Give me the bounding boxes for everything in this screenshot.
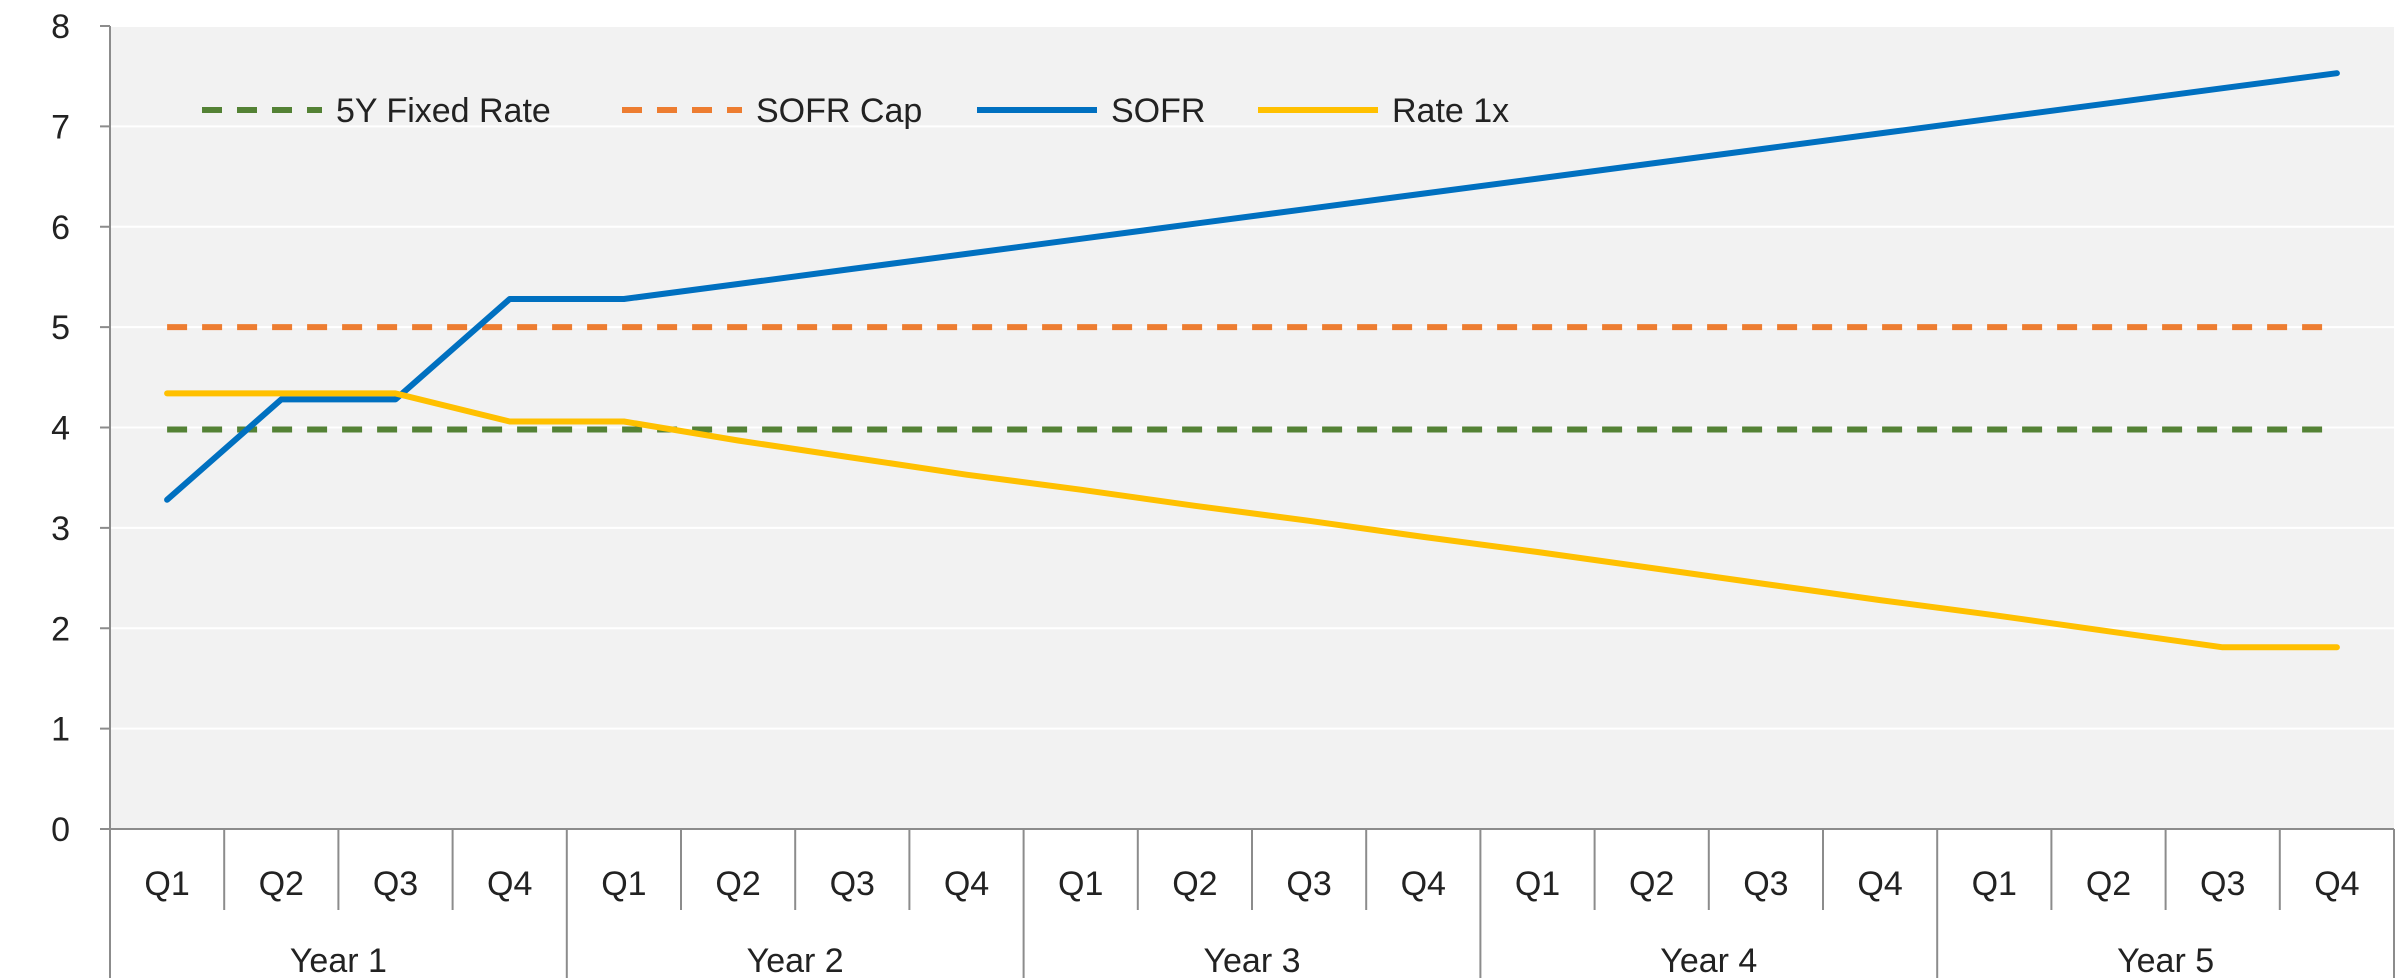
x-tick-label: Q1 bbox=[144, 865, 189, 903]
x-group-label: Year 4 bbox=[1660, 942, 1757, 978]
y-tick-label: 8 bbox=[51, 8, 70, 46]
legend-label: SOFR Cap bbox=[756, 92, 922, 130]
series-lines bbox=[164, 70, 2340, 651]
y-axis: 0 1 2 3 4 5 6 7 8 bbox=[51, 8, 111, 849]
y-tick-label: 5 bbox=[51, 309, 70, 347]
x-tick-label: Q4 bbox=[487, 865, 532, 903]
x-tick-label: Q2 bbox=[1172, 865, 1217, 903]
series-line-sofr bbox=[164, 70, 2340, 503]
y-tick-label: 0 bbox=[51, 811, 70, 849]
y-tick-label: 2 bbox=[51, 610, 70, 648]
legend: 5Y Fixed Rate SOFR Cap SOFR Rate 1x bbox=[202, 92, 1509, 130]
y-tick-label: 3 bbox=[51, 510, 70, 548]
x-tick-label: Q3 bbox=[1743, 865, 1788, 903]
x-group-label: Year 3 bbox=[1203, 942, 1300, 978]
x-tick-label: Q1 bbox=[1972, 865, 2017, 903]
x-tick-label: Q3 bbox=[373, 865, 418, 903]
x-tick-label: Q3 bbox=[830, 865, 875, 903]
legend-label: 5Y Fixed Rate bbox=[336, 92, 551, 130]
legend-label: Rate 1x bbox=[1392, 92, 1509, 130]
x-tick-label: Q4 bbox=[1401, 865, 1446, 903]
y-tick-label: 4 bbox=[51, 410, 70, 448]
x-tick-label: Q3 bbox=[1286, 865, 1331, 903]
y-tick-label: 6 bbox=[51, 209, 70, 247]
x-tick-label: Q1 bbox=[1058, 865, 1103, 903]
x-group-label: Year 5 bbox=[2117, 942, 2214, 978]
x-tick-label: Q4 bbox=[944, 865, 989, 903]
x-group-label: Year 2 bbox=[747, 942, 844, 978]
x-tick-label: Q1 bbox=[601, 865, 646, 903]
x-tick-label: Q2 bbox=[1629, 865, 1674, 903]
x-axis: Q1 Q2 Q3 Q4 Q1 Q2 Q3 Q4 Q1 Q2 Q3 Q4 Q1 Q2 Q3 Q4 Q1 Q2 Q3 Q4… bbox=[109, 828, 2395, 978]
x-tick-label: Q4 bbox=[1857, 865, 1902, 903]
x-tick-label: Q1 bbox=[1515, 865, 1560, 903]
x-tick-label: Q2 bbox=[259, 865, 304, 903]
x-tick-label: Q2 bbox=[2086, 865, 2131, 903]
x-tick-label: Q2 bbox=[715, 865, 760, 903]
y-tick-label: 7 bbox=[51, 108, 70, 146]
x-group-label: Year 1 bbox=[290, 942, 387, 978]
y-tick-label: 1 bbox=[51, 711, 70, 749]
x-tick-label: Q4 bbox=[2314, 865, 2359, 903]
series-line-rate-1x bbox=[164, 390, 2340, 651]
x-tick-label: Q3 bbox=[2200, 865, 2245, 903]
legend-label: SOFR bbox=[1111, 92, 1205, 130]
